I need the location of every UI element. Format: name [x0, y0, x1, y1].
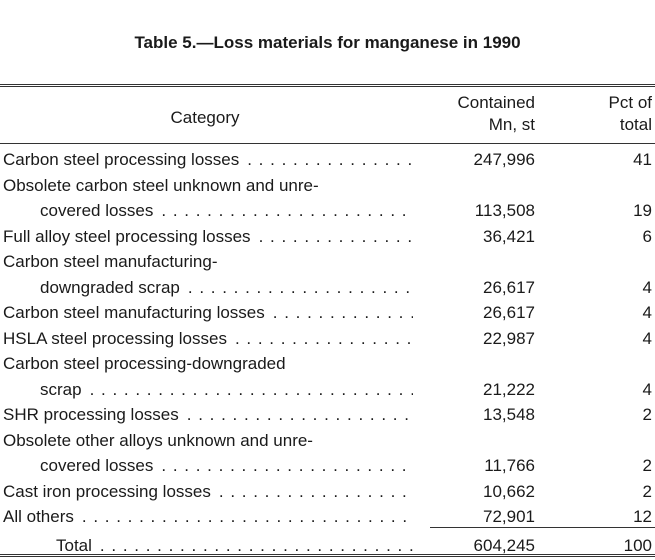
category-label: Carbon steel manufacturing-	[3, 252, 218, 271]
table-row-line: Carbon steel processing losses 247,996 41	[0, 147, 655, 173]
table-row-line: HSLA steel processing losses 22,987 4	[0, 326, 655, 352]
total-label-cell: Total	[56, 533, 413, 559]
total-label: Total	[56, 535, 92, 555]
category-label: All others	[3, 507, 74, 526]
category-cell: Obsolete other alloys unknown and unre-	[3, 428, 413, 454]
category-cell: scrap	[40, 377, 413, 403]
table-row-line: Obsolete carbon steel unknown and unre-	[0, 173, 655, 199]
category-cell: covered losses	[40, 453, 413, 479]
total-contained: 604,245	[473, 535, 535, 555]
header-category: Category	[170, 108, 240, 127]
dot-leader	[227, 326, 413, 352]
header-contained-line2: Mn, st	[488, 115, 535, 134]
contained-cell: 36,421	[483, 226, 535, 246]
category-cell: Cast iron processing losses	[3, 479, 413, 505]
table-body: Carbon steel processing losses 247,996 41 O…	[0, 147, 655, 558]
dot-leader	[180, 275, 413, 301]
category-cell: Obsolete carbon steel unknown and unre-	[3, 173, 413, 199]
dot-leader	[251, 224, 413, 250]
category-label: HSLA steel processing losses	[3, 328, 227, 348]
category-label: SHR processing losses	[3, 405, 179, 424]
table-row-line: Cast iron processing losses 10,662 2	[0, 479, 655, 505]
category-cell: Carbon steel processing-downgraded	[3, 351, 413, 377]
category-cell: All others	[3, 504, 413, 530]
pct-cell: 19	[633, 201, 652, 220]
category-cell: SHR processing losses	[3, 402, 413, 428]
contained-cell: 26,617	[483, 277, 535, 297]
contained-cell: 247,996	[473, 150, 535, 169]
pct-cell: 41	[633, 150, 652, 169]
contained-cell: 11,766	[484, 456, 535, 475]
pct-cell: 4	[642, 379, 652, 399]
category-cell: HSLA steel processing losses	[3, 326, 413, 352]
category-label: covered losses	[40, 456, 154, 475]
table-row-line: covered losses 113,508 19	[0, 198, 655, 224]
table-row-line: scrap 21,222 4	[0, 377, 655, 403]
pct-cell: 2	[642, 405, 652, 424]
category-cell: Carbon steel manufacturing-	[3, 249, 413, 275]
category-label: covered losses	[40, 201, 154, 220]
table-row-line: SHR processing losses 13,548 2	[0, 402, 655, 428]
table-row-line: Obsolete other alloys unknown and unre-	[0, 428, 655, 454]
total-pct: 100	[623, 535, 652, 555]
category-label: Carbon steel processing losses	[3, 150, 240, 169]
dot-leader	[211, 479, 413, 505]
table-title: Table 5.—Loss materials for manganese in…	[134, 33, 521, 52]
dot-leader	[153, 453, 413, 479]
contained-cell: 13,548	[483, 405, 535, 424]
header-contained-line1: Contained	[457, 93, 535, 112]
dot-leader	[74, 504, 413, 530]
pct-cell: 2	[642, 481, 652, 501]
total-row: Total 604,245 100	[0, 533, 655, 559]
category-label: Cast iron processing losses	[3, 481, 211, 501]
pct-cell: 12	[633, 507, 652, 526]
category-label: Obsolete carbon steel unknown and unre-	[3, 175, 319, 195]
table-row-line: Full alloy steel processing losses 36,421…	[0, 224, 655, 250]
category-label: downgraded scrap	[40, 277, 180, 297]
header-contained: Contained Mn, st	[415, 92, 535, 136]
bottom-rule	[0, 554, 655, 557]
dot-leader	[82, 377, 413, 403]
header-rule	[0, 143, 655, 144]
header-pct: Pct of total	[560, 92, 652, 136]
category-cell: downgraded scrap	[40, 275, 413, 301]
category-cell: Carbon steel processing losses	[3, 147, 413, 173]
contained-cell: 21,222	[483, 379, 535, 399]
table-row-line: Carbon steel manufacturing-	[0, 249, 655, 275]
category-label: Carbon steel manufacturing losses	[3, 303, 265, 322]
table-row-line: Carbon steel processing-downgraded	[0, 351, 655, 377]
table-row-line: covered losses 11,766 2	[0, 453, 655, 479]
category-label: Carbon steel processing-downgraded	[3, 354, 286, 373]
table-row-line: Carbon steel manufacturing losses 26,617 4	[0, 300, 655, 326]
table-row-line: downgraded scrap 26,617 4	[0, 275, 655, 301]
dot-leader	[153, 198, 413, 224]
category-cell: Full alloy steel processing losses	[3, 224, 413, 250]
header-pct-line2: total	[619, 115, 652, 134]
top-rule	[0, 84, 655, 87]
category-label: Obsolete other alloys unknown and unre-	[3, 430, 313, 450]
pct-cell: 4	[642, 277, 652, 297]
dot-leader	[239, 147, 413, 173]
header-pct-line1: Pct of	[608, 93, 652, 112]
total-rule	[430, 527, 655, 528]
category-label: Full alloy steel processing losses	[3, 226, 251, 246]
contained-cell: 113,508	[474, 201, 535, 220]
pct-cell: 2	[642, 456, 652, 475]
contained-cell: 22,987	[483, 328, 535, 348]
pct-cell: 4	[642, 303, 652, 322]
category-label: scrap	[40, 379, 82, 399]
table-row-line: All others 72,901 12	[0, 504, 655, 530]
pct-cell: 6	[642, 226, 652, 246]
contained-cell: 26,617	[483, 303, 535, 322]
category-cell: covered losses	[40, 198, 413, 224]
dot-leader	[265, 300, 413, 326]
pct-cell: 4	[642, 328, 652, 348]
dot-leader	[179, 402, 413, 428]
contained-cell: 72,901	[483, 507, 535, 526]
category-cell: Carbon steel manufacturing losses	[3, 300, 413, 326]
contained-cell: 10,662	[483, 481, 535, 501]
